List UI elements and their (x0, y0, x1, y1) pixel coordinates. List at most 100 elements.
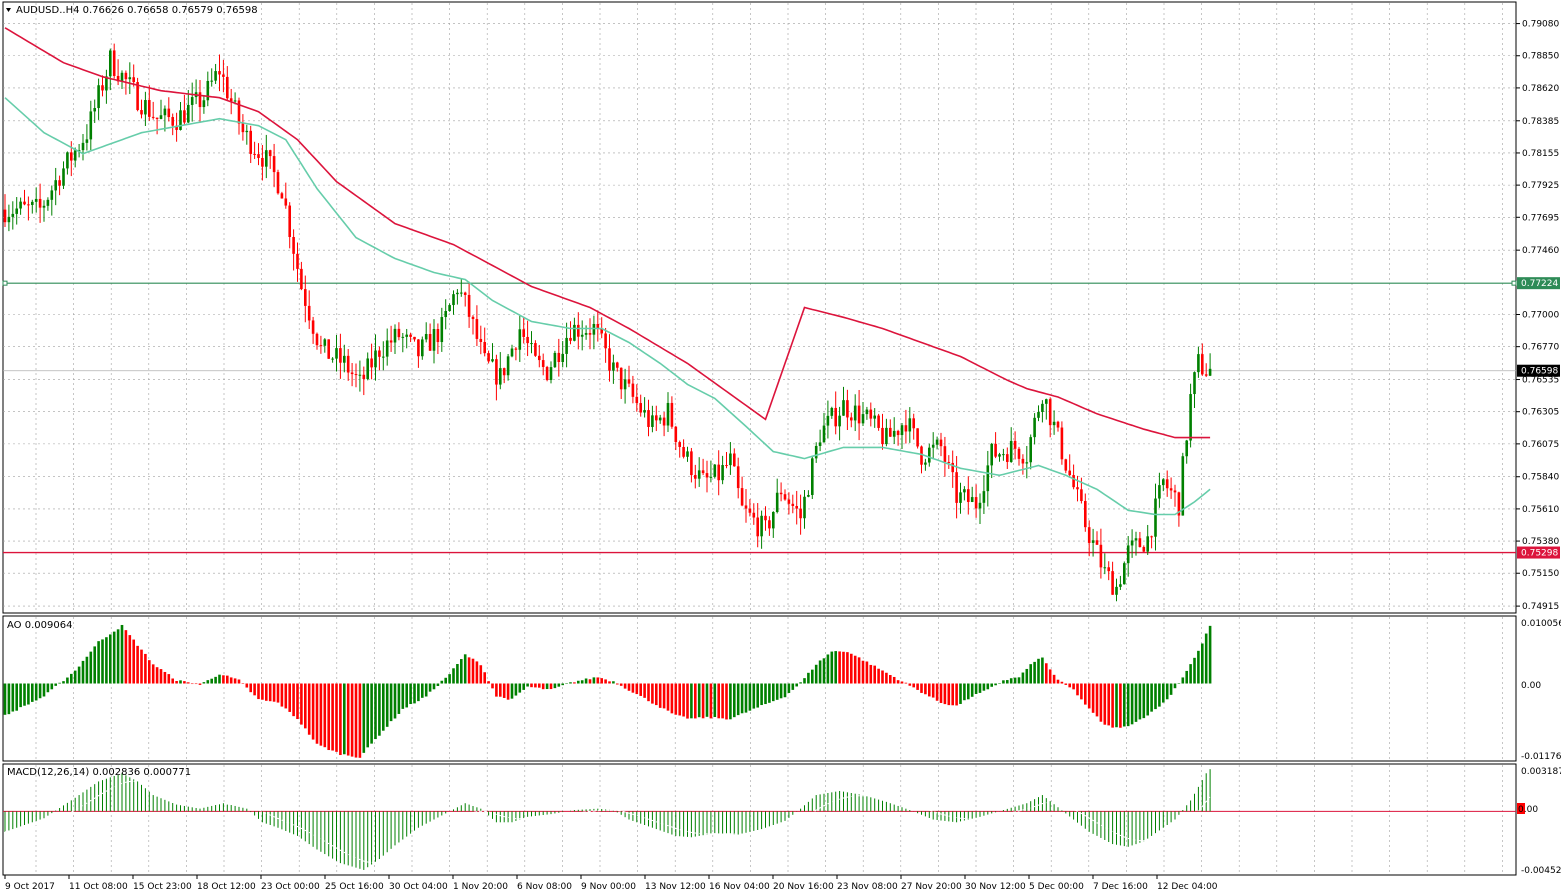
candle-body (300, 268, 303, 290)
ao-bar (23, 683, 26, 706)
candle-body (1123, 563, 1126, 585)
candle-body (569, 337, 572, 341)
candle-body (452, 294, 455, 306)
candle-body (736, 466, 740, 489)
candle-body (674, 426, 678, 443)
ao-bar (1107, 683, 1110, 726)
candle-body (440, 317, 444, 343)
ao-bar (830, 651, 834, 684)
candle-body (1115, 586, 1118, 595)
ao-bar (202, 682, 206, 684)
candle-body (733, 453, 736, 467)
candle-body (510, 348, 514, 357)
candle-body (912, 418, 915, 429)
candle-body (740, 488, 744, 506)
ao-bar (421, 683, 424, 698)
ao-bar (655, 683, 658, 706)
ao-bar (682, 683, 685, 717)
ao-bar (417, 683, 420, 702)
candle-body (1029, 437, 1032, 463)
candle-body (366, 358, 369, 379)
ao-bar (89, 651, 93, 684)
candle-body (241, 123, 245, 133)
candle-body (105, 76, 108, 91)
ao-bar (288, 683, 291, 712)
ao-bar (171, 678, 174, 684)
ao-bar (768, 683, 771, 703)
ao-bar (612, 681, 615, 684)
candle-body (721, 465, 724, 481)
ao-bar (148, 660, 151, 684)
candle-body (580, 334, 584, 337)
ao-bar (935, 683, 939, 701)
ao-bar (799, 682, 802, 684)
ao-bar (787, 683, 791, 693)
ao-bar (721, 683, 724, 719)
moving-averages (4, 27, 1211, 516)
ao-bar (405, 683, 408, 708)
candle-body (389, 340, 393, 343)
ao-bar (701, 683, 705, 719)
ao-bar (740, 683, 744, 714)
ao-bar (1189, 664, 1192, 684)
candle-body (210, 80, 213, 82)
current-price-label: 0.76598 (1521, 367, 1558, 377)
ao-bar (639, 683, 642, 696)
candle-body (421, 339, 424, 357)
ao-bar (132, 639, 135, 684)
ao-bar (124, 630, 128, 684)
candle-body (159, 115, 163, 119)
ao-bar (218, 674, 221, 684)
time-tick-label: 23 Nov 08:00 (837, 882, 898, 892)
ao-bar (284, 683, 288, 709)
ao-bar (1111, 683, 1114, 728)
ao-bar (1138, 683, 1142, 720)
candle-body (42, 205, 46, 208)
candle-body (826, 415, 830, 426)
candle-body (799, 508, 802, 519)
candle-body (284, 198, 288, 206)
candle-body (1208, 368, 1212, 376)
ao-bar (296, 683, 299, 720)
macd-label: MACD(12,26,14) 0.002836 0.000771 (7, 767, 191, 778)
macd-panel-frame (2, 763, 1517, 876)
candle-body (323, 339, 327, 346)
candle-body (218, 71, 221, 75)
candle-body (697, 470, 701, 479)
candle-body (955, 472, 958, 503)
candle-body (382, 356, 385, 358)
candle-body (764, 515, 767, 521)
candle-body (900, 425, 904, 436)
ao-bar (1185, 670, 1188, 684)
ao-bar (1064, 683, 1068, 685)
ao-bar (1002, 680, 1005, 684)
ao-bar (304, 683, 307, 729)
candle-body (11, 213, 15, 217)
ao-bar (374, 683, 377, 740)
candle-body (873, 415, 876, 419)
ao-bar (850, 653, 853, 684)
ao-bar (46, 683, 50, 693)
ao-bar (900, 681, 904, 684)
ao-bar (1103, 683, 1107, 725)
candle-body (670, 402, 674, 427)
candle-body (432, 329, 436, 351)
candle-body (1045, 399, 1048, 404)
ao-bar (775, 683, 779, 700)
ao-bar (834, 651, 837, 684)
candle-body (1189, 394, 1192, 441)
chevron-down-icon[interactable] (6, 8, 11, 12)
price-tick-label: 0.78850 (1522, 52, 1559, 62)
ao-bar (319, 683, 323, 746)
time-tick-label: 11 Oct 08:00 (69, 882, 128, 892)
ao-bar (1091, 683, 1095, 713)
ao-bar (647, 683, 650, 702)
candle-body (292, 237, 295, 254)
candle-body (998, 454, 1001, 457)
price-tick-label: 0.76075 (1522, 440, 1559, 450)
price-tick-label: 0.77000 (1522, 310, 1559, 320)
candle-body (261, 157, 264, 167)
horizontal-levels[interactable] (2, 280, 1517, 554)
ao-bar (331, 683, 334, 751)
